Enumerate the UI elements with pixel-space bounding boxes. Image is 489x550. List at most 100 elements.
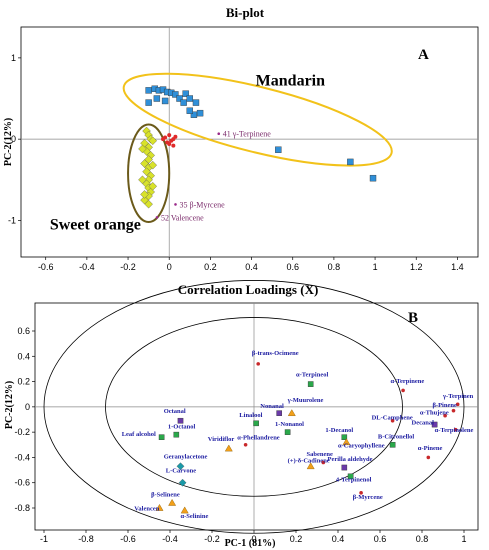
variable-label: β-Myrcene: [353, 494, 383, 501]
score-point: [171, 143, 176, 148]
x-tick-label: -0.6: [120, 534, 136, 544]
loading-point: [389, 441, 396, 448]
loading-point: [306, 462, 315, 470]
y-tick-label: -0.6: [14, 478, 30, 488]
annotation-dot: [174, 203, 177, 206]
loading-point: [176, 462, 185, 471]
x-tick-label: 0.2: [204, 262, 217, 272]
panel-a: Bi-plot 41 γ-Terpinene 35 β-Myrcene 52 Val…: [3, 5, 479, 272]
score-point: [167, 133, 172, 138]
variable-label: β-Pinene: [433, 402, 457, 409]
panel-a-frame: [20, 26, 479, 258]
variable-label: α-Selinine: [181, 513, 209, 520]
y-tick-label: 0: [25, 402, 30, 412]
score-point: [176, 95, 183, 102]
x-tick-label: -0.4: [162, 534, 178, 544]
score-point: [180, 99, 187, 106]
y-tick-label: -0.4: [14, 452, 30, 462]
x-tick-label: -1: [40, 534, 48, 544]
x-tick-label: 0: [167, 262, 172, 272]
variable-label: Geranylacetone: [164, 454, 208, 461]
variable-label: DL-Camphene: [372, 415, 413, 422]
score-point: [167, 142, 172, 147]
loading-point: [390, 418, 395, 423]
loading-point: [253, 420, 259, 427]
loading-point: [243, 442, 248, 447]
variable-label: α-Terpinolene: [435, 427, 474, 434]
variable-label: L-Carvone: [166, 468, 196, 475]
variable-label: Viridiflor: [208, 436, 235, 443]
variable-label: 4-Terpinenol: [336, 476, 372, 483]
score-point: [148, 182, 158, 191]
y-tick-label: -1: [8, 215, 16, 225]
loading-point: [347, 473, 354, 480]
loading-point: [342, 438, 351, 446]
correlation-circle: [105, 317, 403, 497]
confidence-ellipse: [127, 123, 171, 224]
variable-label: Valencen: [134, 506, 159, 513]
panel-a-annotations: 41 γ-Terpinene 35 β-Myrcene 52 Valencene: [155, 130, 272, 222]
score-point: [347, 158, 354, 166]
loading-point: [451, 408, 456, 413]
loading-point: [177, 417, 184, 424]
panel-b-letter: B: [408, 310, 418, 326]
score-point: [140, 190, 149, 199]
x-tick-label: 0: [251, 534, 256, 544]
annotation-label: 41 γ-Terpinene: [223, 130, 272, 139]
panel-a-ticks: -0.6 -0.4 -0.2 0 0.2 0.4 0.6 0.8 1 1.2 1.4 1 0 -1: [8, 53, 464, 272]
variable-label: α-Phellandrene: [237, 435, 280, 442]
panel-b-frame: [34, 302, 479, 531]
variable-label: Octanal: [164, 408, 186, 415]
x-tick-label: -0.2: [204, 534, 220, 544]
variable-label: α-Thujene: [420, 409, 449, 416]
variable-label: α-Pinene: [418, 445, 443, 452]
loading-point: [284, 429, 291, 435]
score-point: [138, 175, 147, 185]
x-tick-label: -0.2: [120, 262, 136, 272]
x-tick-label: 1.2: [410, 262, 423, 272]
score-point: [186, 107, 194, 114]
x-tick-label: 0.8: [416, 534, 429, 544]
variable-label: B-Citronellol: [378, 433, 415, 440]
variable-label: Perilla aldehyde: [328, 456, 373, 463]
panel-b-variable-labels: β-trans-Ocimene α-Terpineol α-Terpinene γ-T…: [122, 350, 474, 520]
x-tick-label: 0.2: [290, 534, 303, 544]
variable-label: α-Terpineol: [296, 372, 328, 379]
score-point: [138, 144, 147, 154]
loading-point: [158, 434, 165, 441]
y-tick-label: -0.2: [14, 427, 30, 437]
confidence-ellipse: [122, 72, 393, 167]
x-tick-label: -0.8: [78, 534, 94, 544]
loading-point: [307, 381, 314, 387]
loading-point: [443, 413, 447, 418]
panel-a-group-labels: Mandarin Sweet orange: [50, 73, 325, 234]
correlation-circle: [43, 280, 465, 534]
loading-point: [321, 460, 326, 465]
loading-point: [287, 409, 296, 416]
score-point: [144, 199, 153, 209]
loading-point: [276, 410, 283, 416]
score-point: [186, 95, 194, 102]
x-tick-label: 1.4: [451, 262, 464, 272]
variable-label: Linalool: [239, 412, 262, 419]
score-point: [145, 87, 152, 94]
score-point: [172, 91, 179, 98]
variable-label: 1-Octanol: [168, 423, 196, 430]
score-point: [196, 109, 204, 117]
loading-point: [155, 504, 164, 511]
variable-label: γ-Muurolene: [287, 397, 324, 404]
loading-point: [341, 464, 348, 471]
variable-label: Leaf alcohol: [122, 431, 156, 438]
score-point: [369, 174, 377, 182]
variable-label: β-trans-Ocimene: [252, 350, 299, 357]
loading-point: [341, 434, 348, 441]
panel-b-ticks: -1 -0.8 -0.6 -0.4 -0.2 0 0.2 0.4 0.6 0.8 1 0.6 0.4 0.…: [14, 326, 466, 544]
panel-b: Correlation Loadings (X) β-trans-Ocimene…: [4, 280, 479, 549]
score-point: [161, 137, 166, 142]
x-tick-label: 0.4: [332, 534, 345, 544]
loading-point: [431, 421, 438, 428]
group-label: Sweet orange: [50, 216, 141, 233]
y-tick-label: 0.4: [17, 351, 30, 361]
x-tick-label: 1: [373, 262, 378, 272]
